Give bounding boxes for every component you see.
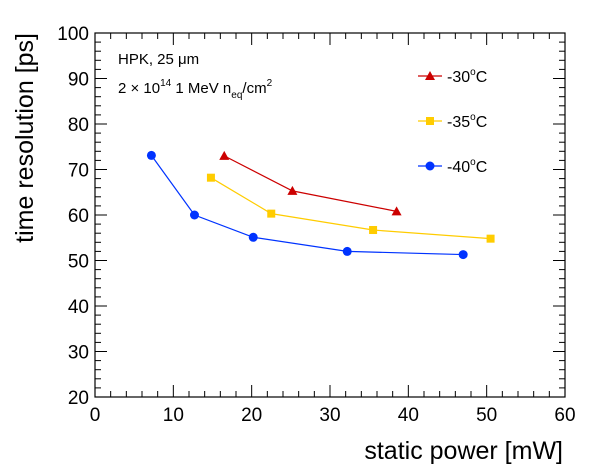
- series-2: [146, 150, 468, 260]
- data-point-square: [369, 226, 378, 235]
- legend-label-minus30: -30: [447, 69, 470, 86]
- fluence-exponent: 14: [160, 78, 172, 89]
- data-point-circle: [458, 250, 468, 260]
- x-axis-title: static power [mW]: [364, 437, 563, 465]
- y-tick-label: 20: [68, 388, 89, 409]
- legend-label-minus40: -40: [447, 159, 470, 176]
- svg-text:-35oC: -35oC: [447, 112, 487, 131]
- legend-marker-circle: [425, 161, 435, 171]
- x-tick-label: 10: [163, 405, 184, 426]
- data-point-triangle: [391, 206, 402, 216]
- y-tick-label: 60: [68, 206, 89, 227]
- legend-unit-minus30: C: [476, 69, 488, 86]
- y-tick-label: 80: [68, 115, 89, 136]
- legend-entry-minus40: -40oC: [418, 157, 487, 176]
- data-series: [146, 150, 495, 260]
- fluence-sub: eq: [231, 90, 242, 101]
- legend: -30oC -35oC -40oC: [418, 67, 487, 176]
- data-point-square: [206, 173, 215, 182]
- data-point-triangle: [219, 150, 230, 160]
- data-point-circle: [248, 232, 258, 242]
- legend-marker-square: [426, 117, 434, 125]
- series-1: [206, 173, 495, 243]
- data-point-square: [486, 234, 495, 243]
- legend-marker-triangle: [425, 71, 435, 80]
- y-tick-label: 50: [68, 252, 89, 273]
- fluence-prefix: 2 × 10: [118, 80, 160, 97]
- annotation-detector: HPK, 25 μm: [118, 51, 199, 68]
- y-axis-title: time resolution [ps]: [11, 33, 39, 243]
- data-point-circle: [189, 210, 199, 220]
- data-point-triangle: [287, 185, 298, 195]
- series-0: [219, 150, 402, 216]
- series-line: [210, 177, 491, 240]
- data-point-circle: [342, 246, 352, 256]
- annotation-fluence: 2 × 1014 1 MeV neq/cm2: [118, 78, 273, 101]
- legend-degree-minus30: o: [470, 67, 476, 78]
- series-line: [150, 155, 464, 256]
- axis-tick-labels: 0 10 20 30 40 50 60 20 30 40 50 60 70 80 90 100: [57, 24, 575, 426]
- y-tick-label: 100: [57, 24, 89, 45]
- legend-entry-minus30: -30oC: [418, 67, 487, 86]
- x-tick-label: 50: [476, 405, 497, 426]
- x-tick-label: 0: [90, 405, 101, 426]
- y-tick-label: 90: [68, 70, 89, 91]
- axis-ticks: [94, 32, 566, 398]
- x-tick-label: 30: [319, 405, 340, 426]
- data-point-circle: [146, 150, 156, 160]
- legend-degree-minus40: o: [470, 157, 476, 168]
- legend-unit-minus40: C: [476, 159, 488, 176]
- legend-unit-minus35: C: [476, 114, 488, 131]
- series-line: [223, 155, 397, 212]
- fluence-mid: 1 MeV n: [171, 80, 231, 97]
- y-tick-label: 70: [68, 161, 89, 182]
- x-tick-label: 60: [554, 405, 575, 426]
- svg-text:-30oC: -30oC: [447, 67, 487, 86]
- legend-entry-minus35: -35oC: [418, 112, 487, 131]
- fluence-sup2: 2: [267, 78, 273, 89]
- y-tick-label: 30: [68, 343, 89, 364]
- data-point-square: [267, 209, 276, 218]
- svg-text:-40oC: -40oC: [447, 157, 487, 176]
- legend-degree-minus35: o: [470, 112, 476, 123]
- y-tick-label: 40: [68, 297, 89, 318]
- legend-label-minus35: -35: [447, 114, 470, 131]
- x-tick-label: 20: [241, 405, 262, 426]
- x-tick-label: 40: [398, 405, 419, 426]
- fluence-suffix: /cm: [242, 80, 266, 97]
